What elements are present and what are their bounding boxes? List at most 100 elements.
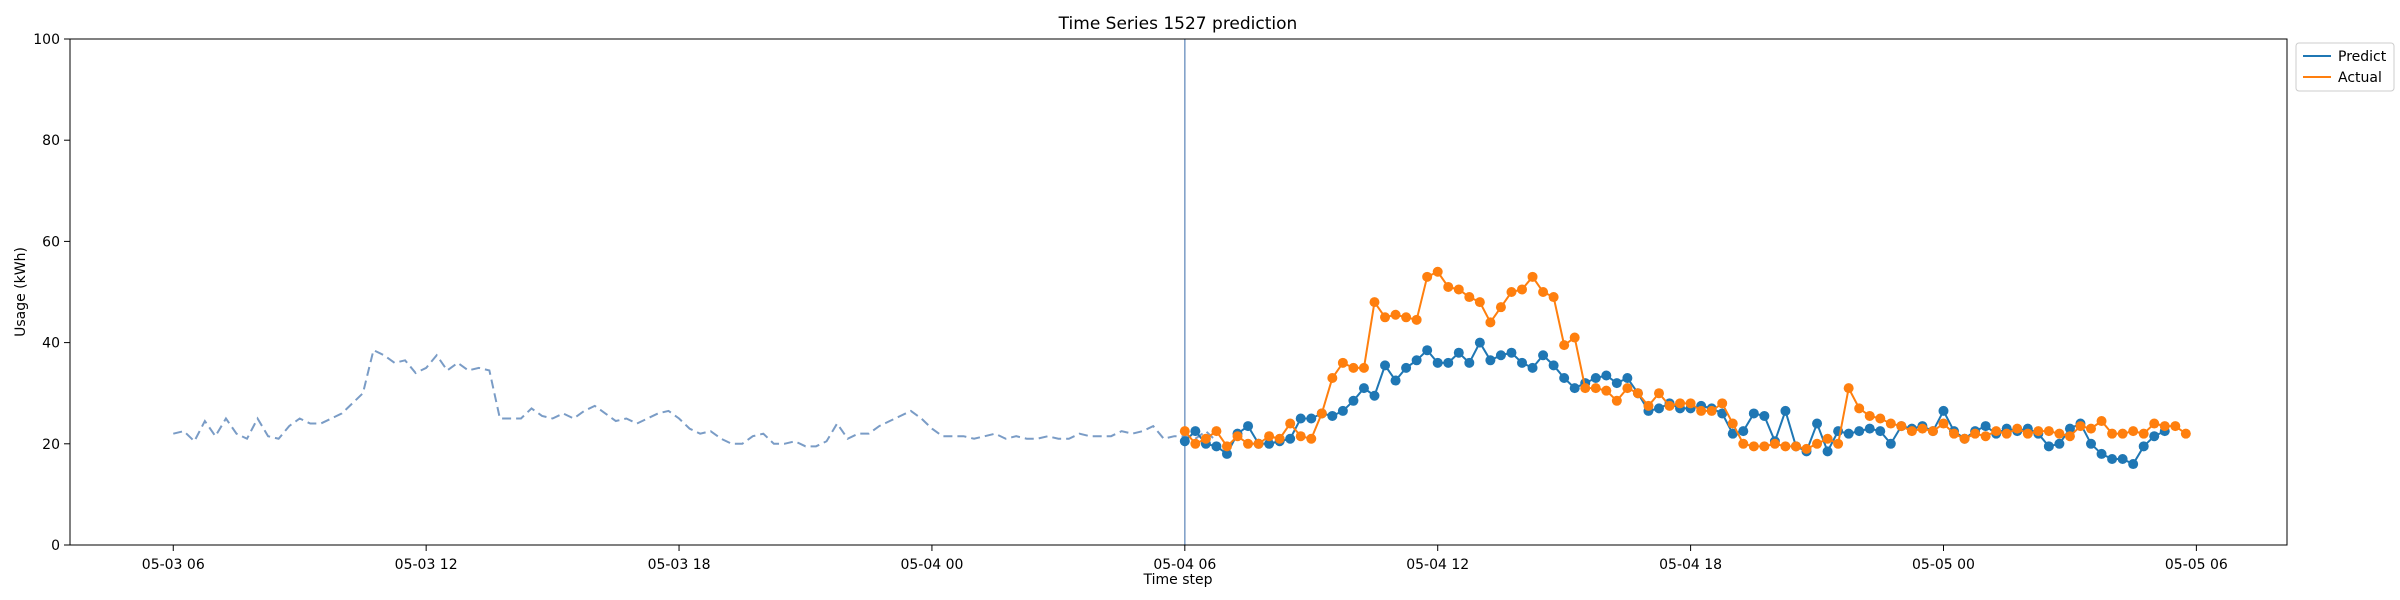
- series-point-predict: [2117, 453, 2128, 464]
- series-point-predict: [1243, 421, 1254, 432]
- series-point-actual: [1495, 302, 1506, 313]
- series-point-actual: [1422, 271, 1433, 282]
- series-point-actual: [1411, 314, 1422, 325]
- series-point-actual: [1264, 431, 1275, 442]
- series-point-actual: [1717, 398, 1728, 409]
- series-point-actual: [1675, 398, 1686, 409]
- series-point-predict: [1538, 350, 1549, 361]
- series-point-actual: [1253, 438, 1264, 449]
- series-point-predict: [1517, 357, 1528, 368]
- series-point-actual: [1179, 426, 1190, 437]
- series-point-predict: [1358, 383, 1369, 394]
- series-point-actual: [2033, 426, 2044, 437]
- y-tick-label: 40: [42, 336, 60, 352]
- series-point-actual: [2054, 428, 2065, 439]
- series-point-predict: [1738, 426, 1749, 437]
- series-point-actual: [1801, 443, 1812, 454]
- series-point-actual: [1980, 431, 1991, 442]
- series-point-actual: [1601, 385, 1612, 396]
- series-point-actual: [1232, 431, 1243, 442]
- series-point-predict: [2086, 438, 2097, 449]
- series-point-predict: [1727, 428, 1738, 439]
- y-axis: 0 20 40 60 80 100: [33, 32, 70, 554]
- series-point-actual: [1653, 388, 1664, 399]
- series-point-actual: [1295, 431, 1306, 442]
- series-point-actual: [1822, 433, 1833, 444]
- series-point-actual: [1748, 441, 1759, 452]
- series-point-predict: [1885, 438, 1896, 449]
- y-tick-label: 80: [42, 133, 60, 149]
- series-point-actual: [2001, 428, 2012, 439]
- series-point-predict: [2138, 441, 2149, 452]
- x-tick-label: 05-04 06: [1153, 557, 1216, 573]
- series-point-predict: [1422, 345, 1433, 356]
- series-point-predict: [1559, 373, 1570, 384]
- series-point-actual: [1306, 433, 1317, 444]
- series-point-actual: [1812, 438, 1823, 449]
- series-point-predict: [1980, 421, 1991, 432]
- legend-label-predict: Predict: [2338, 49, 2387, 65]
- series-point-actual: [2096, 416, 2107, 427]
- series-point-actual: [1506, 287, 1517, 297]
- series-point-actual: [1337, 357, 1348, 368]
- series-point-actual: [1327, 373, 1338, 384]
- series-point-actual: [1896, 421, 1907, 432]
- series-point-actual: [1517, 284, 1528, 295]
- series-point-actual: [1464, 292, 1475, 303]
- series-point-actual: [1538, 287, 1549, 297]
- series-point-actual: [1200, 433, 1211, 444]
- series-point-actual: [1590, 383, 1601, 394]
- x-axis-title: Time step: [1143, 572, 1213, 588]
- series-point-actual: [1369, 297, 1380, 308]
- series-point-actual: [1917, 423, 1928, 434]
- series-point-predict: [2107, 453, 2118, 464]
- series-point-predict: [1717, 408, 1728, 419]
- series-point-actual: [1569, 332, 1580, 343]
- y-axis-title: Usage (kWh): [13, 247, 29, 337]
- series-point-actual: [1970, 428, 1981, 439]
- series-point-actual: [1927, 426, 1938, 437]
- series-point-predict: [1432, 357, 1443, 368]
- series-point-actual: [1790, 441, 1801, 452]
- series-point-actual: [1991, 426, 2002, 437]
- x-tick-label: 05-03 06: [142, 557, 205, 573]
- series-point-actual: [1696, 405, 1707, 416]
- series-point-actual: [1854, 403, 1865, 414]
- series-point-actual: [2022, 428, 2033, 439]
- series-point-actual: [1727, 418, 1738, 429]
- series-point-predict: [1812, 418, 1823, 429]
- series-point-predict: [1443, 357, 1454, 368]
- series-point-actual: [1527, 271, 1538, 282]
- series-point-actual: [2107, 428, 2118, 439]
- series-point-actual: [1664, 400, 1675, 411]
- series-point-predict: [1453, 347, 1464, 358]
- x-tick-label: 05-04 00: [900, 557, 963, 573]
- series-point-actual: [1864, 410, 1875, 421]
- series-point-predict: [1569, 383, 1580, 394]
- series-point-predict: [1611, 378, 1622, 389]
- series-point-actual: [1485, 317, 1496, 328]
- series-point-predict: [1190, 426, 1201, 437]
- series-point-actual: [2012, 423, 2023, 434]
- series-point-predict: [1474, 337, 1485, 348]
- series-point-predict: [2064, 423, 2075, 434]
- series-point-actual: [2117, 428, 2128, 439]
- series-line-predict: [1184, 340, 2166, 466]
- series-point-predict: [1622, 373, 1633, 384]
- x-tick-label: 05-03 18: [648, 557, 711, 573]
- series-point-actual: [2159, 421, 2170, 432]
- series-point-actual: [1875, 413, 1886, 424]
- series-point-actual: [2086, 423, 2097, 434]
- series-point-actual: [1611, 395, 1622, 406]
- series-point-predict: [1401, 362, 1412, 373]
- series-line-actual: [1184, 270, 2187, 450]
- series-point-actual: [1622, 383, 1633, 394]
- series-point-actual: [2064, 431, 2075, 442]
- series-point-actual: [1453, 284, 1464, 295]
- y-tick-label: 60: [42, 234, 60, 250]
- series-point-predict: [1938, 405, 1949, 416]
- series-point-predict: [1369, 390, 1380, 401]
- series-point-predict: [2054, 438, 2065, 449]
- series-point-actual: [1348, 362, 1359, 373]
- series-point-predict: [1348, 395, 1359, 406]
